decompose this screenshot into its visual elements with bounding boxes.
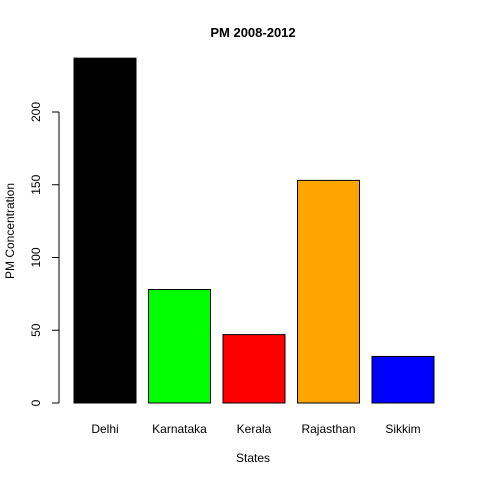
y-tick-label: 200 (29, 102, 43, 122)
bar-delhi (73, 57, 137, 404)
y-tick-label: 150 (29, 174, 43, 194)
y-tick-label: 100 (29, 247, 43, 267)
x-axis-label: States (236, 451, 270, 465)
x-tick-label-karnataka: Karnataka (152, 422, 207, 436)
x-tick-label-kerala: Kerala (237, 422, 272, 436)
x-tick-label-rajasthan: Rajasthan (301, 422, 355, 436)
y-tick-label: 0 (29, 399, 43, 406)
bars-group (73, 57, 435, 404)
bar-rajasthan (297, 179, 360, 404)
y-tick-label: 50 (29, 323, 43, 337)
y-axis: 0 50 100 150 200 (29, 102, 60, 406)
bar-kerala (222, 334, 286, 404)
x-tick-labels: Delhi Karnataka Kerala Rajasthan Sikkim (91, 422, 420, 436)
bar-sikkim (371, 355, 435, 404)
x-tick-label-delhi: Delhi (91, 422, 118, 436)
bar-karnataka (148, 289, 211, 404)
chart-title: PM 2008-2012 (210, 25, 295, 40)
x-tick-label-sikkim: Sikkim (385, 422, 420, 436)
y-axis-label: PM Concentration (3, 183, 17, 279)
